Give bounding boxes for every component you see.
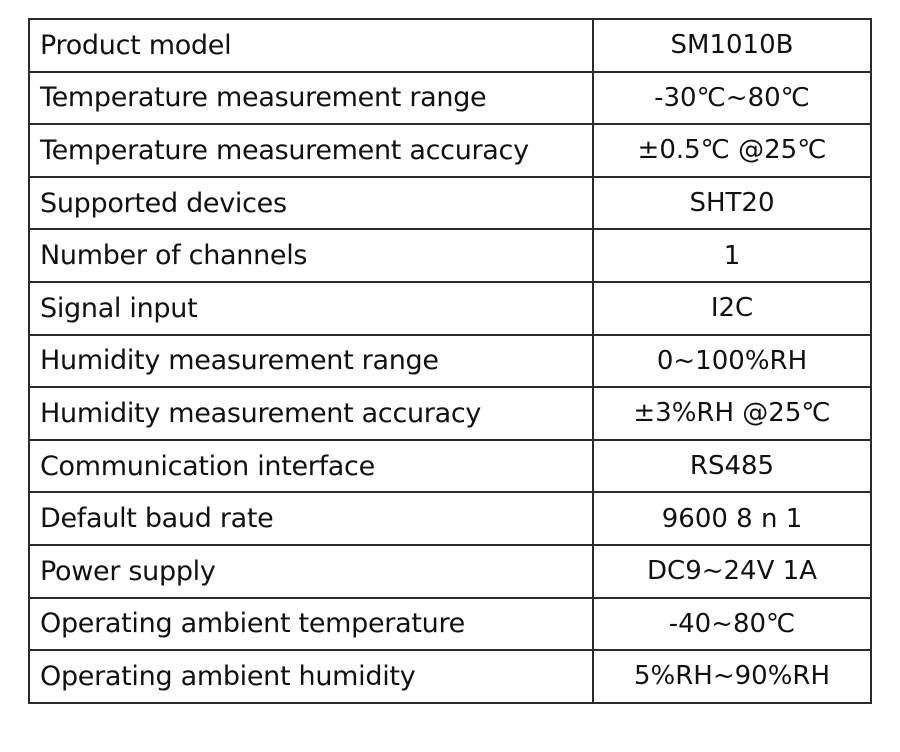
- spec-row: Communication interface RS485: [28, 438, 872, 494]
- spec-row: Default baud rate 9600 8 n 1: [28, 491, 872, 546]
- spec-label: Number of channels: [28, 228, 594, 283]
- spec-label: Product model: [28, 18, 594, 73]
- spec-row: Temperature measurement range -30℃~80℃: [28, 70, 872, 126]
- spec-label: Humidity measurement accuracy: [28, 386, 594, 441]
- spec-row: Operating ambient temperature -40~80℃: [28, 596, 872, 652]
- spec-label: Supported devices: [28, 175, 594, 231]
- spec-label: Temperature measurement accuracy: [28, 123, 594, 178]
- spec-value: 1: [592, 228, 872, 283]
- spec-row: Power supply DC9~24V 1A: [28, 543, 872, 599]
- spec-value: ±0.5℃ @25℃: [592, 123, 872, 178]
- spec-row: Humidity measurement range 0~100%RH: [28, 333, 872, 389]
- spec-value: 9600 8 n 1: [592, 491, 872, 546]
- spec-value: RS485: [592, 438, 872, 494]
- spec-row: Supported devices SHT20: [28, 175, 872, 231]
- spec-row: Number of channels 1: [28, 228, 872, 283]
- spec-value: ±3%RH @25℃: [592, 386, 872, 441]
- spec-value: I2C: [592, 280, 872, 336]
- spec-label: Default baud rate: [28, 491, 594, 546]
- spec-value: -30℃~80℃: [592, 70, 872, 126]
- spec-label: Operating ambient temperature: [28, 596, 594, 652]
- spec-label: Signal input: [28, 280, 594, 336]
- spec-value: SHT20: [592, 175, 872, 231]
- spec-table: Product model SM1010B Temperature measurem…: [28, 18, 872, 704]
- spec-row: Humidity measurement accuracy ±3%RH @25℃: [28, 386, 872, 441]
- spec-row: Product model SM1010B: [28, 18, 872, 73]
- spec-row: Temperature measurement accuracy ±0.5℃ @2…: [28, 123, 872, 178]
- spec-label: Operating ambient humidity: [28, 649, 594, 704]
- spec-value: -40~80℃: [592, 596, 872, 652]
- spec-label: Communication interface: [28, 438, 594, 494]
- spec-value: 5%RH~90%RH: [592, 649, 872, 704]
- spec-label: Humidity measurement range: [28, 333, 594, 389]
- spec-row: Signal input I2C: [28, 280, 872, 336]
- spec-label: Temperature measurement range: [28, 70, 594, 126]
- spec-value: SM1010B: [592, 18, 872, 73]
- spec-value: DC9~24V 1A: [592, 543, 872, 599]
- spec-value: 0~100%RH: [592, 333, 872, 389]
- spec-label: Power supply: [28, 543, 594, 599]
- spec-row: Operating ambient humidity 5%RH~90%RH: [28, 649, 872, 704]
